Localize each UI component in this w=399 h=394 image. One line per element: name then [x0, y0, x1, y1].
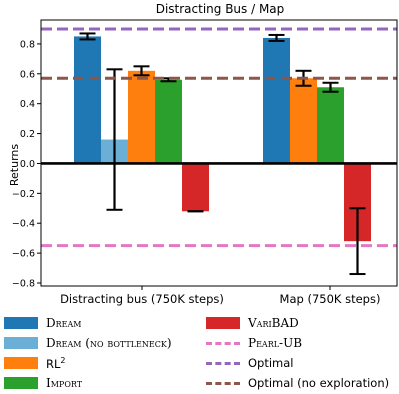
- y-tick-label: −0.2: [12, 189, 35, 200]
- legend-item-varibad: VariBAD: [206, 314, 299, 332]
- legend-item-optimal: Optimal: [206, 354, 294, 372]
- plot-area: [41, 27, 397, 276]
- legend: Dream Dream (no bottleneck) RL2 Import V…: [0, 312, 399, 394]
- y-tick-label: −0.8: [12, 279, 35, 290]
- legend-dash-optimal-no-exploration: [206, 381, 240, 385]
- bar-dream-map: [263, 37, 290, 164]
- legend-dash-pearl-ub: [206, 341, 240, 345]
- legend-dash-optimal: [206, 361, 240, 365]
- legend-item-import: Import: [4, 374, 82, 392]
- legend-item-optimal-no-exploration: Optimal (no exploration): [206, 374, 389, 392]
- legend-swatch-import: [4, 377, 38, 389]
- legend-label-varibad: VariBAD: [248, 316, 299, 330]
- legend-swatch-dream: [4, 317, 38, 329]
- legend-swatch-dream-no-bottleneck: [4, 337, 38, 349]
- x-tick-label: Distracting bus (750K steps): [60, 292, 224, 306]
- error-bar-import-map: [322, 81, 339, 93]
- bar-varibad-bus: [182, 163, 209, 212]
- y-tick-label: −0.4: [12, 219, 35, 230]
- legend-label-optimal-no-exploration: Optimal (no exploration): [248, 376, 390, 390]
- chart-title: Distracting Bus / Map: [156, 2, 285, 16]
- y-tick-label: −0.6: [12, 249, 35, 260]
- y-tick-label: 0.6: [20, 69, 35, 80]
- y-tick-label: 0.4: [20, 99, 35, 110]
- bar-import-map: [317, 87, 344, 164]
- legend-swatch-varibad: [206, 317, 240, 329]
- chart: Distracting Bus / Map Returns 0.80.60.40…: [8, 2, 398, 306]
- legend-label-dream-no-bottleneck: Dream (no bottleneck): [46, 336, 172, 350]
- legend-label-import: Import: [46, 376, 83, 390]
- y-tick-label: 0.2: [20, 129, 35, 140]
- legend-item-dream-no-bottleneck: Dream (no bottleneck): [4, 334, 172, 352]
- y-axis-label: Returns: [8, 144, 21, 187]
- legend-label-pearl-ub: Pearl-UB: [248, 336, 303, 350]
- x-tick-label: Map (750K steps): [280, 292, 381, 306]
- error-bar-dream-no-bottleneck-bus: [106, 68, 123, 211]
- legend-swatch-rl2: [4, 357, 38, 369]
- y-tick-label: 0.0: [20, 159, 35, 170]
- error-bar-dream-map: [268, 33, 285, 42]
- error-bar-varibad-map: [349, 207, 366, 276]
- bar-dream-bus: [74, 36, 101, 164]
- legend-label-optimal: Optimal: [248, 356, 294, 370]
- legend-label-dream: Dream: [46, 316, 82, 330]
- axes: 0.8 0.6 0.4 0.2 0.0 −0.2 −0.4 −0.6 −0.8 Distracti…: [12, 19, 398, 306]
- y-tick-label: 0.8: [20, 39, 35, 50]
- error-bar-rl2-bus: [133, 65, 150, 77]
- error-bar-dream-bus: [79, 32, 96, 41]
- legend-item-rl2: RL2: [4, 354, 66, 372]
- legend-label-rl2: RL2: [46, 355, 66, 371]
- legend-item-pearl-ub: Pearl-UB: [206, 334, 302, 352]
- plot-frame: [40, 19, 398, 287]
- bar-rl2-map: [290, 78, 317, 164]
- legend-item-dream: Dream: [4, 314, 81, 332]
- bar-import-bus: [155, 79, 182, 164]
- bar-rl2-bus: [128, 70, 155, 164]
